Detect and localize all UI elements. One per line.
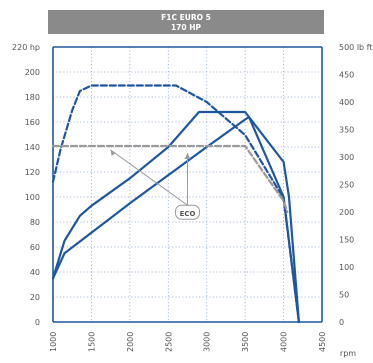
x-tick-label: 2500: [164, 332, 173, 352]
y-left-tick-label: 160: [25, 118, 40, 127]
tick-labels: 1000 1500 2000 2500 3000 3500 4000 450002040608…: [12, 43, 372, 352]
eco-leader-line: [110, 149, 188, 206]
y-left-tick-label: 80: [30, 218, 40, 227]
y-right-tick-label: 50: [339, 291, 349, 300]
y-right-tick-label: 450: [339, 71, 354, 80]
y-right-tick-label: 150: [339, 236, 354, 245]
axes: [52, 46, 323, 323]
title-box: [48, 10, 324, 34]
x-axis-unit-label: rpm: [340, 349, 356, 358]
y-left-tick-label: 120: [25, 168, 40, 177]
eco-callout: ECO: [110, 149, 200, 220]
series-torque: [51, 84, 300, 324]
y-left-tick-label: 40: [30, 268, 40, 277]
eco-label-box: [175, 204, 200, 220]
series-power: [51, 110, 300, 324]
y-right-tick-label: 400: [339, 98, 354, 107]
y-right-tick-label: 500 lb ft: [339, 43, 372, 52]
y-right-tick-label: 200: [339, 208, 354, 217]
x-tick-label: 1500: [87, 332, 96, 352]
y-left-tick-label: 140: [25, 143, 40, 152]
y-left-tick-label: 200: [25, 68, 40, 77]
y-left-tick-label: 0: [35, 318, 40, 327]
x-tick-label: 4500: [318, 332, 327, 352]
y-right-tick-label: 350: [339, 126, 354, 135]
series-group: [51, 84, 300, 324]
y-right-tick-label: 100: [339, 263, 354, 272]
series-eco-power: [51, 115, 300, 324]
y-left-tick-label: 60: [30, 243, 40, 252]
series-eco-torque: [51, 144, 289, 214]
y-left-tick-label: 220 hp: [12, 43, 40, 52]
x-tick-label: 2000: [126, 332, 135, 352]
eco-arrowhead: [184, 153, 191, 159]
chart-subtitle: 170 HP: [171, 23, 202, 32]
y-left-tick-label: 180: [25, 93, 40, 102]
x-tick-label: 4000: [280, 332, 289, 352]
eco-arrowhead: [110, 150, 116, 156]
y-right-tick-label: 250: [339, 181, 354, 190]
y-left-tick-label: 20: [30, 293, 40, 302]
y-left-tick-label: 100: [25, 193, 40, 202]
y-right-tick-label: 0: [339, 318, 344, 327]
x-tick-label: 1000: [49, 332, 58, 352]
y-right-tick-label: 300: [339, 153, 354, 162]
chart-title: F1C EURO 5: [161, 13, 211, 22]
x-tick-label: 3000: [203, 332, 212, 352]
eco-label: ECO: [180, 210, 196, 218]
x-tick-label: 3500: [241, 332, 250, 352]
